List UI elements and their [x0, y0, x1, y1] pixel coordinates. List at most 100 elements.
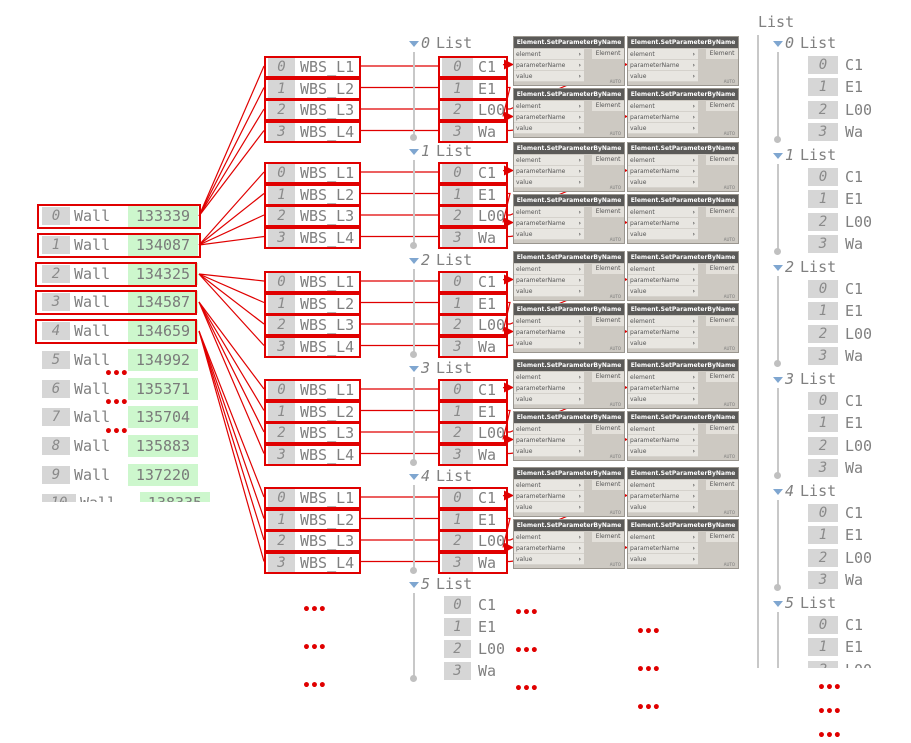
set-parameter-node[interactable]: Element.SetParameterByName element › parame… — [513, 36, 625, 86]
input-port-element[interactable]: element › — [514, 372, 584, 383]
input-port-element[interactable]: element › — [628, 372, 698, 383]
input-port-value[interactable]: value › — [628, 177, 698, 188]
input-port-value[interactable]: value › — [628, 338, 698, 349]
output-port[interactable]: Element — [706, 49, 738, 59]
output-port[interactable]: Element — [592, 264, 624, 274]
expand-triangle-icon[interactable] — [409, 257, 419, 264]
list-item[interactable]: 1 E1 — [808, 189, 888, 209]
input-port-parameterName[interactable]: parameterName › — [628, 275, 698, 286]
input-port-parameterName[interactable]: parameterName › — [514, 327, 584, 338]
set-parameter-node[interactable]: Element.SetParameterByName element › parame… — [627, 359, 739, 409]
wbs-item[interactable]: 2 WBS_L3 — [264, 530, 361, 552]
list-header[interactable]: 1 List — [409, 142, 472, 160]
input-port-value[interactable]: value › — [628, 229, 698, 240]
list-header[interactable]: 5 List — [409, 575, 472, 593]
list-item[interactable]: 0 C1 — [808, 503, 888, 523]
input-port-value[interactable]: value › — [514, 229, 584, 240]
input-port-element[interactable]: element › — [628, 49, 698, 60]
output-port[interactable]: Element — [592, 316, 624, 326]
input-port-parameterName[interactable]: parameterName › — [628, 112, 698, 123]
list-item[interactable]: 3 Wa — [808, 122, 888, 142]
set-parameter-node[interactable]: Element.SetParameterByName element › parame… — [513, 411, 625, 461]
output-port[interactable]: Element — [706, 316, 738, 326]
input-port-value[interactable]: value › — [514, 177, 584, 188]
input-port-element[interactable]: element › — [514, 155, 584, 166]
list-item[interactable]: 2 Wall 134325 — [0, 262, 210, 287]
input-port-parameterName[interactable]: parameterName › — [628, 435, 698, 446]
wbs-item[interactable]: 2 WBS_L3 — [264, 99, 361, 121]
output-port[interactable]: Element — [592, 155, 624, 165]
input-port-parameterName[interactable]: parameterName › — [628, 166, 698, 177]
list-item[interactable]: 2 L00 — [808, 100, 888, 120]
input-port-value[interactable]: value › — [628, 286, 698, 297]
input-port-element[interactable]: element › — [628, 264, 698, 275]
list-item[interactable]: 3 Wa — [808, 458, 888, 478]
value-item[interactable]: 3 Wa — [438, 443, 508, 466]
list-item[interactable]: 6 Wall 135371 — [0, 377, 210, 401]
value-item[interactable]: 3 Wa — [438, 660, 508, 681]
input-port-value[interactable]: value › — [628, 554, 698, 565]
input-port-element[interactable]: element › — [514, 264, 584, 275]
value-item[interactable]: 0 C1 — [438, 487, 508, 509]
wbs-item[interactable]: 1 WBS_L2 — [264, 292, 361, 315]
set-parameter-node[interactable]: Element.SetParameterByName element › parame… — [513, 303, 625, 353]
input-port-parameterName[interactable]: parameterName › — [628, 327, 698, 338]
expand-triangle-icon[interactable] — [409, 148, 419, 155]
set-parameter-node[interactable]: Element.SetParameterByName element › parame… — [513, 88, 625, 138]
input-port-value[interactable]: value › — [628, 394, 698, 405]
input-port-parameterName[interactable]: parameterName › — [628, 383, 698, 394]
input-port-element[interactable]: element › — [628, 207, 698, 218]
list-header[interactable]: 2 List — [409, 251, 472, 269]
input-port-parameterName[interactable]: parameterName › — [628, 543, 698, 554]
set-parameter-node[interactable]: Element.SetParameterByName element › parame… — [627, 519, 739, 569]
list-header[interactable]: 3 List — [773, 370, 836, 388]
expand-triangle-icon[interactable] — [773, 40, 783, 47]
wbs-item[interactable]: 2 WBS_L3 — [264, 422, 361, 444]
list-item[interactable]: 1 E1 — [808, 525, 888, 545]
input-port-parameterName[interactable]: parameterName › — [514, 543, 584, 554]
wbs-item[interactable]: 0 WBS_L1 — [264, 56, 361, 78]
input-port-element[interactable]: element › — [514, 316, 584, 327]
output-port[interactable]: Element — [706, 101, 738, 111]
list-item[interactable]: 2 L00 — [808, 324, 888, 344]
list-item[interactable]: 0 C1 — [808, 55, 888, 75]
set-parameter-node[interactable]: Element.SetParameterByName element › parame… — [627, 303, 739, 353]
wbs-item[interactable]: 0 WBS_L1 — [264, 162, 361, 184]
value-item[interactable]: 0 C1 — [438, 594, 508, 615]
output-port[interactable]: Element — [706, 264, 738, 274]
wbs-item[interactable]: 3 WBS_L4 — [264, 443, 361, 466]
list-header[interactable]: 2 List — [773, 258, 836, 276]
expand-triangle-icon[interactable] — [409, 365, 419, 372]
output-port[interactable]: Element — [592, 480, 624, 490]
expand-triangle-icon[interactable] — [409, 581, 419, 588]
input-port-element[interactable]: element › — [514, 101, 584, 112]
expand-triangle-icon[interactable] — [773, 376, 783, 383]
set-parameter-node[interactable]: Element.SetParameterByName element › parame… — [513, 467, 625, 517]
input-port-parameterName[interactable]: parameterName › — [514, 383, 584, 394]
input-port-element[interactable]: element › — [514, 207, 584, 218]
wbs-item[interactable]: 2 WBS_L3 — [264, 314, 361, 336]
list-item[interactable]: 8 Wall 135883 — [0, 434, 210, 458]
value-item[interactable]: 3 Wa — [438, 551, 508, 574]
input-port-element[interactable]: element › — [628, 480, 698, 491]
list-item[interactable]: 9 Wall 137220 — [0, 463, 210, 487]
wbs-item[interactable]: 0 WBS_L1 — [264, 271, 361, 293]
set-parameter-node[interactable]: Element.SetParameterByName element › parame… — [627, 251, 739, 301]
list-header[interactable]: 3 List — [409, 359, 472, 377]
list-item[interactable]: 7 Wall 135704 — [0, 405, 210, 429]
input-port-value[interactable]: value › — [514, 286, 584, 297]
input-port-parameterName[interactable]: parameterName › — [514, 435, 584, 446]
list-item[interactable]: 4 Wall 134659 — [0, 319, 210, 344]
list-item[interactable]: 10 Wall 138335 — [0, 491, 210, 502]
input-port-element[interactable]: element › — [628, 316, 698, 327]
wbs-item[interactable]: 3 WBS_L4 — [264, 551, 361, 574]
list-item[interactable]: 0 C1 — [808, 615, 888, 635]
output-port[interactable]: Element — [706, 424, 738, 434]
set-parameter-node[interactable]: Element.SetParameterByName element › parame… — [513, 359, 625, 409]
list-item[interactable]: 3 Wa — [808, 234, 888, 254]
list-header[interactable]: 0 List — [773, 34, 836, 52]
input-port-parameterName[interactable]: parameterName › — [514, 60, 584, 71]
value-item[interactable]: 0 C1 — [438, 379, 508, 401]
list-item[interactable]: 1 E1 — [808, 637, 888, 657]
output-port[interactable]: Element — [592, 532, 624, 542]
